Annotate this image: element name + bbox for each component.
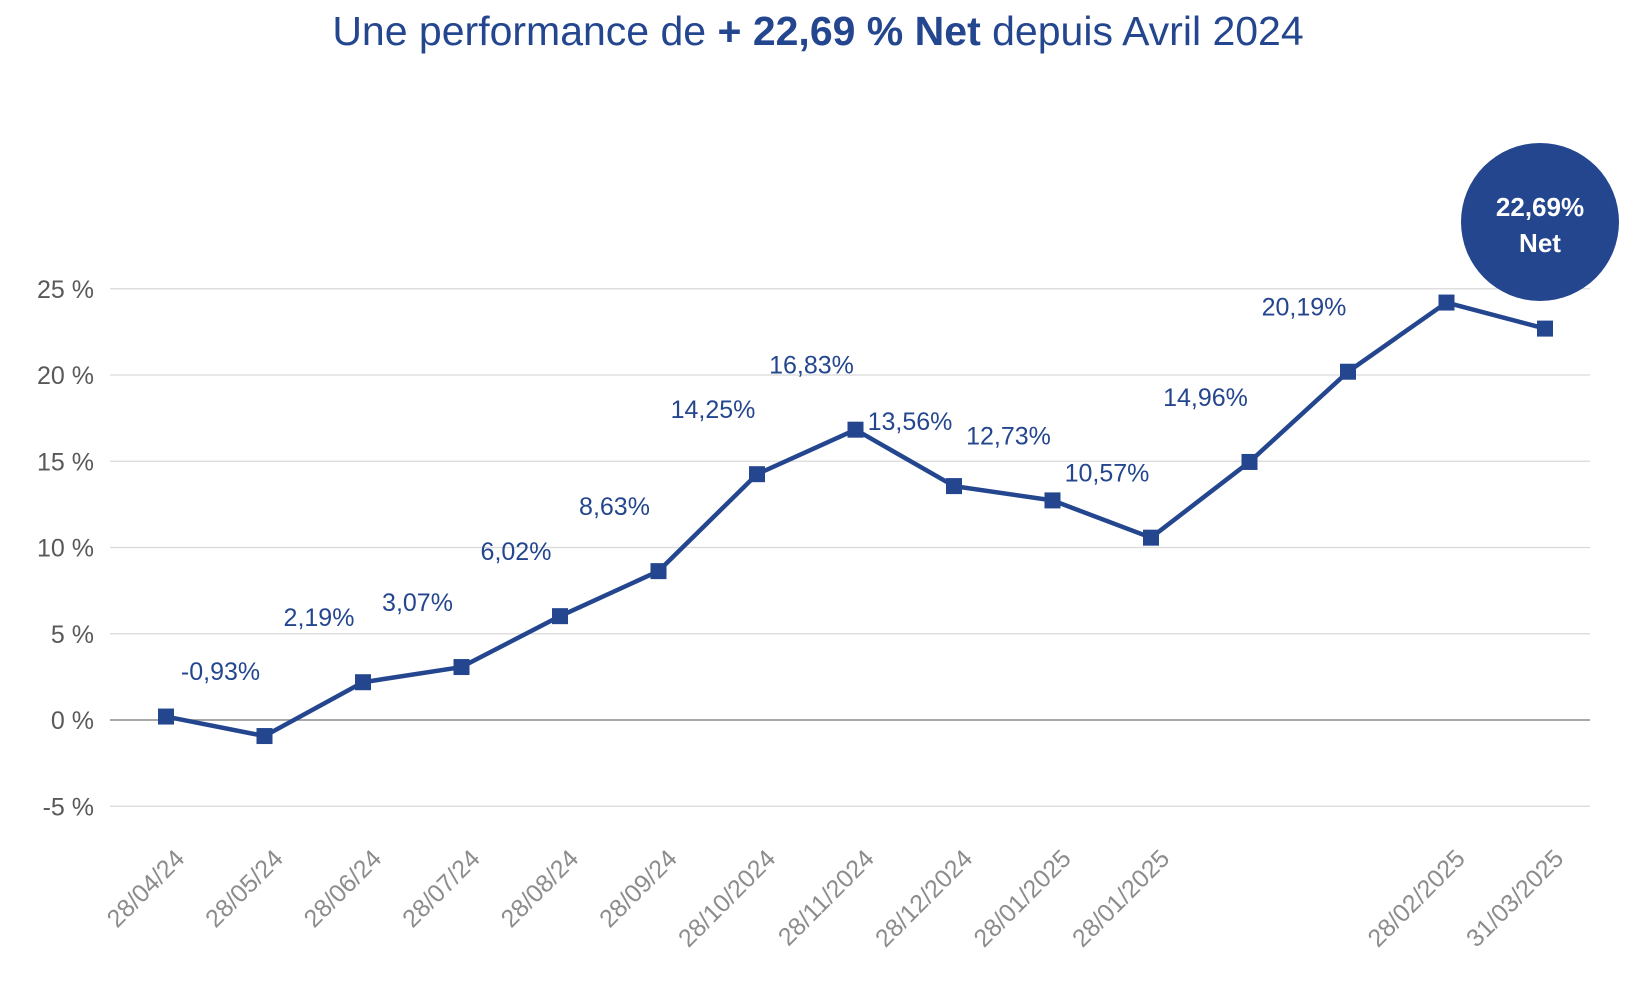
x-tick-label: 28/12/2024 bbox=[870, 844, 978, 952]
data-point-marker bbox=[650, 563, 667, 580]
x-tick-label: 28/10/2024 bbox=[673, 844, 781, 952]
data-label: 2,19% bbox=[284, 604, 355, 632]
series-line bbox=[165, 300, 1546, 739]
x-tick-label: 28/05/24 bbox=[200, 844, 289, 933]
data-point-marker bbox=[552, 608, 568, 625]
grid bbox=[110, 288, 1590, 807]
x-tick-label: 28/01/2025 bbox=[1067, 844, 1175, 952]
highlight-bubble bbox=[1461, 143, 1619, 301]
x-tick-label: 28/06/24 bbox=[299, 844, 388, 933]
data-label: 14,96% bbox=[1163, 384, 1248, 412]
y-tick-label: 15 % bbox=[37, 448, 94, 476]
y-axis-ticks: 25 % 20 % 15 % 10 % 5 % 0 % -5 % bbox=[37, 276, 94, 822]
y-tick-label: 0 % bbox=[51, 707, 94, 735]
callout-net: Net bbox=[1519, 228, 1561, 258]
y-tick-label: -5 % bbox=[43, 793, 94, 821]
x-tick-label: 31/03/2025 bbox=[1461, 844, 1569, 952]
data-label: 3,07% bbox=[382, 589, 453, 617]
x-tick-label: 28/04/24 bbox=[102, 844, 191, 933]
x-tick-label: 28/01/2025 bbox=[968, 844, 1076, 952]
data-point-marker bbox=[355, 674, 371, 691]
y-tick-label: 20 % bbox=[37, 362, 94, 390]
data-label: 16,83% bbox=[769, 352, 854, 380]
x-tick-label: 28/11/2024 bbox=[773, 844, 880, 951]
data-label: 20,19% bbox=[1262, 294, 1347, 322]
data-point-marker bbox=[453, 659, 470, 676]
chart-title: Une performance de + 22,69 % Net depuis … bbox=[0, 8, 1636, 55]
y-tick-label: 25 % bbox=[37, 276, 94, 304]
data-point-marker bbox=[1537, 320, 1553, 337]
data-point-marker bbox=[1340, 363, 1356, 380]
data-point-marker bbox=[1143, 529, 1159, 546]
title-suffix: depuis Avril 2024 bbox=[980, 8, 1304, 54]
data-label: 12,73% bbox=[966, 422, 1051, 450]
data-label: 10,57% bbox=[1065, 460, 1150, 488]
data-point-marker bbox=[1438, 294, 1455, 311]
data-point-marker bbox=[158, 708, 174, 725]
x-tick-label: 28/09/24 bbox=[594, 844, 683, 933]
x-tick-label: 28/08/24 bbox=[496, 844, 585, 933]
data-label: 6,02% bbox=[481, 538, 552, 566]
data-label: 8,63% bbox=[579, 493, 650, 521]
data-label: 13,56% bbox=[868, 408, 953, 436]
data-point-marker bbox=[1241, 453, 1258, 470]
data-point-marker bbox=[749, 466, 765, 483]
y-tick-label: 5 % bbox=[51, 621, 94, 649]
x-axis-ticks: 28/04/24 28/05/24 28/06/24 28/07/24 28/08/24… bbox=[102, 844, 1570, 952]
data-point-marker bbox=[847, 421, 864, 438]
title-highlight: + 22,69 % Net bbox=[717, 8, 981, 54]
data-labels: -0,93% 2,19% 3,07% 6,02% 8,63% 14,25% 16,83% 13… bbox=[181, 294, 1347, 686]
data-point-marker bbox=[1044, 492, 1061, 509]
x-tick-label: 28/07/24 bbox=[397, 844, 486, 933]
data-label: 14,25% bbox=[671, 396, 756, 424]
y-tick-label: 10 % bbox=[37, 535, 94, 563]
data-point-marker bbox=[256, 728, 273, 745]
data-point-marker bbox=[946, 478, 962, 495]
callout: 22,69% Net bbox=[1461, 143, 1619, 301]
series bbox=[158, 294, 1553, 745]
data-label: -0,93% bbox=[181, 658, 260, 686]
x-tick-label: 28/02/2025 bbox=[1362, 844, 1470, 952]
title-prefix: Une performance de bbox=[332, 8, 718, 54]
callout-value: 22,69% bbox=[1496, 192, 1584, 222]
